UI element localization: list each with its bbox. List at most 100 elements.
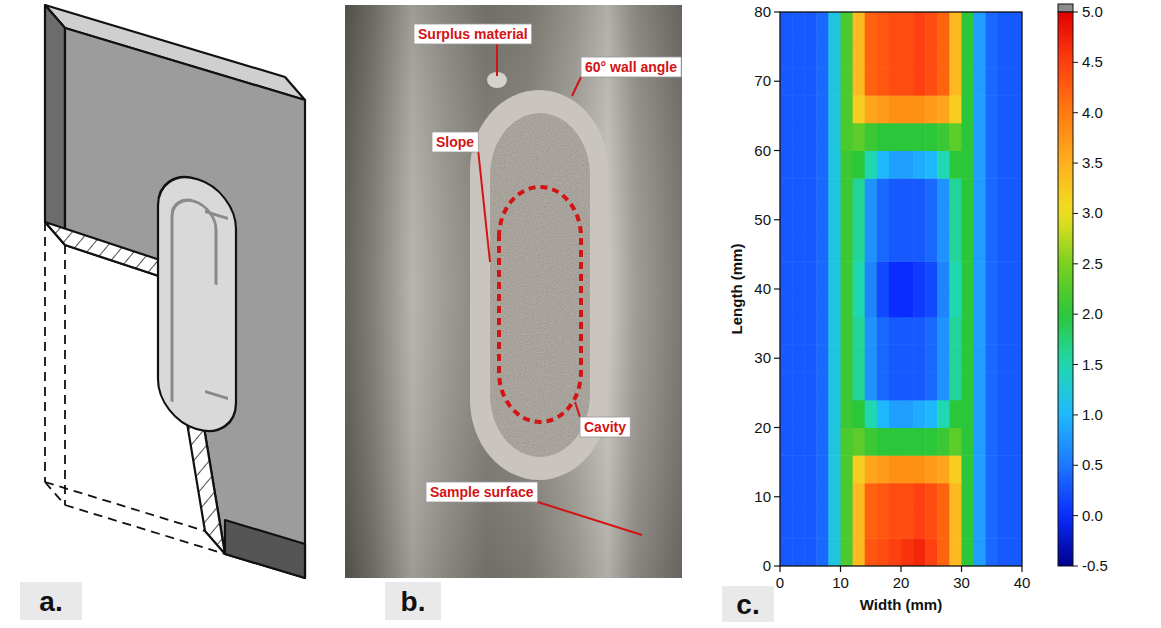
heatmap-cell xyxy=(925,178,938,206)
heatmap-cell xyxy=(986,538,999,566)
removed-edge xyxy=(44,222,46,482)
heatmap-cell xyxy=(998,289,1011,317)
heatmap-cell xyxy=(865,67,878,95)
panel-letter: b. xyxy=(385,582,441,620)
heatmap-cell xyxy=(998,261,1011,289)
heatmap-cell xyxy=(816,234,829,262)
heatmap-cell xyxy=(841,483,854,511)
heatmap-cell xyxy=(780,455,793,483)
heatmap-cell xyxy=(780,178,793,206)
heatmap-cell xyxy=(949,428,962,456)
heatmap-cell xyxy=(986,178,999,206)
heatmap-cell xyxy=(816,289,829,317)
panel-letter-box xyxy=(385,582,441,620)
heatmap-cell xyxy=(1010,400,1022,428)
heatmap-cell xyxy=(841,455,854,483)
heatmap-cell xyxy=(974,151,987,179)
heatmap-cell xyxy=(986,12,999,40)
y-tick xyxy=(774,496,780,497)
heatmap-cell xyxy=(901,261,914,289)
heatmap-cell xyxy=(853,178,866,206)
heatmap-cell xyxy=(792,178,805,206)
heatmap-cell xyxy=(925,206,938,234)
heatmap-cell xyxy=(853,289,866,317)
heatmap-cell xyxy=(877,455,890,483)
heatmap-cell xyxy=(889,372,902,400)
colorbar-tick-label: 4.0 xyxy=(1082,104,1103,121)
heatmap-cell xyxy=(962,95,975,123)
heatmap-cell xyxy=(816,483,829,511)
heatmap-cell xyxy=(913,317,926,345)
heatmap-cell xyxy=(962,289,975,317)
heatmap-cell xyxy=(986,400,999,428)
y-tick-label: 60 xyxy=(754,142,771,159)
heatmap-cell xyxy=(913,151,926,179)
heatmap-cell xyxy=(865,12,878,40)
heatmap-cell xyxy=(913,538,926,566)
heatmap-cell xyxy=(804,95,817,123)
heatmap-cell xyxy=(853,538,866,566)
photo-shade xyxy=(345,5,682,578)
heatmap-cell xyxy=(841,12,854,40)
heatmap-cell xyxy=(780,372,793,400)
heatmap-cell xyxy=(841,344,854,372)
colorbar-tick xyxy=(1073,12,1078,13)
y-tick-label: 40 xyxy=(754,280,771,297)
colorbar-tick xyxy=(1073,414,1078,415)
heatmap-cell xyxy=(792,511,805,539)
heatmap-cell xyxy=(949,344,962,372)
heatmap-cell xyxy=(841,67,854,95)
colorbar-tick-label: 2.5 xyxy=(1082,255,1103,272)
heatmap-cell xyxy=(853,12,866,40)
heatmap-cell xyxy=(877,40,890,68)
sample-photo xyxy=(345,5,682,578)
heatmap-cell xyxy=(853,261,866,289)
heatmap-cell xyxy=(962,12,975,40)
heatmap-cell xyxy=(853,151,866,179)
heatmap-cell xyxy=(804,455,817,483)
heatmap-cell xyxy=(937,12,950,40)
heatmap-cell xyxy=(925,483,938,511)
heatmap-cell xyxy=(865,95,878,123)
x-tick-label: 30 xyxy=(953,574,970,591)
heatmap-cell xyxy=(1010,483,1022,511)
heatmap-cell xyxy=(962,455,975,483)
heatmap-cell xyxy=(889,317,902,345)
heatmap-cell xyxy=(962,123,975,151)
heatmap-cell xyxy=(792,317,805,345)
y-tick-label: 70 xyxy=(754,72,771,89)
heatmap-cell xyxy=(949,317,962,345)
heatmap-cell xyxy=(986,344,999,372)
callout-text: Cavity xyxy=(584,419,626,435)
heatmap-cell xyxy=(925,40,938,68)
heatmap-cell xyxy=(865,151,878,179)
heatmap-cell xyxy=(901,538,914,566)
heatmap-cell xyxy=(974,67,987,95)
colorbar-tick xyxy=(1073,112,1078,113)
heatmap-cell xyxy=(974,538,987,566)
cavity-floor xyxy=(490,113,590,457)
heatmap-cell xyxy=(780,511,793,539)
heatmap-cell xyxy=(1010,67,1022,95)
callout: Cavity xyxy=(580,417,630,437)
callout-box xyxy=(432,132,478,152)
heatmap-cell xyxy=(925,289,938,317)
heatmap-cell xyxy=(901,151,914,179)
heatmap-cell xyxy=(962,428,975,456)
heatmap-cells xyxy=(780,12,1022,566)
heatmap-cell xyxy=(816,400,829,428)
heatmap-cell xyxy=(913,344,926,372)
y-tick-label: 30 xyxy=(754,349,771,366)
colorbar-tick xyxy=(1073,314,1078,315)
heatmap-cell xyxy=(804,261,817,289)
heatmap-cell xyxy=(792,400,805,428)
heatmap-cell xyxy=(949,12,962,40)
heatmap-cell xyxy=(925,538,938,566)
colorbar-tick xyxy=(1073,213,1078,214)
callout: 60° wall angle xyxy=(581,57,681,77)
heatmap-cell xyxy=(901,511,914,539)
heatmap-cell xyxy=(901,372,914,400)
heatmap-cell xyxy=(877,123,890,151)
heatmap-cell xyxy=(816,123,829,151)
heatmap-cell xyxy=(949,372,962,400)
